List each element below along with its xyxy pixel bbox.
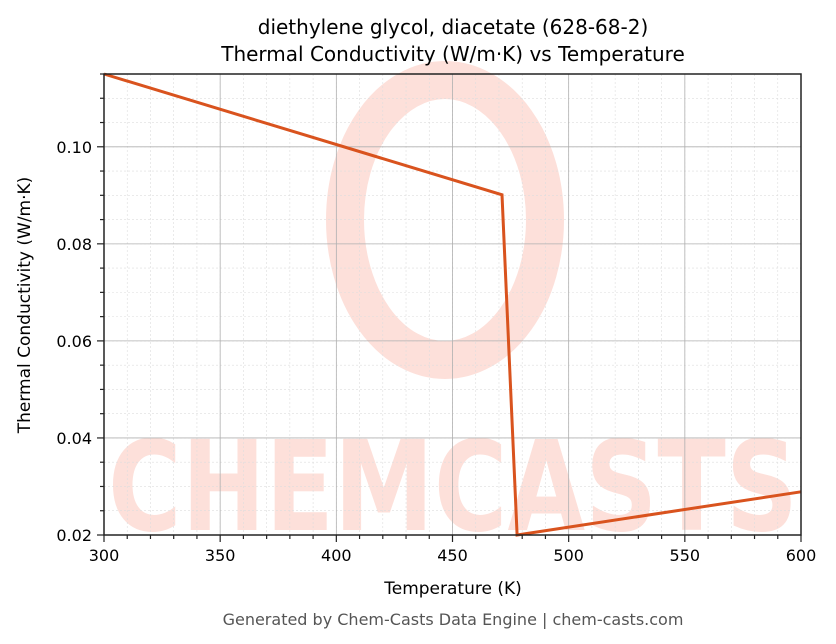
svg-text:0.02: 0.02 bbox=[56, 526, 92, 545]
svg-text:450: 450 bbox=[437, 546, 468, 565]
footer-credit: Generated by Chem-Casts Data Engine | ch… bbox=[223, 610, 684, 629]
chart-title-line2: Thermal Conductivity (W/m·K) vs Temperat… bbox=[220, 42, 685, 66]
svg-text:350: 350 bbox=[205, 546, 236, 565]
chart-title-line1: diethylene glycol, diacetate (628-68-2) bbox=[258, 15, 649, 39]
chemcasts-watermark: CHEMCASTS bbox=[108, 61, 798, 560]
axis-ticks bbox=[97, 73, 802, 542]
svg-text:400: 400 bbox=[321, 546, 352, 565]
y-axis-label: Thermal Conductivity (W/m·K) bbox=[15, 177, 35, 435]
data-line bbox=[103, 72, 802, 537]
svg-text:500: 500 bbox=[553, 546, 584, 565]
svg-text:300: 300 bbox=[89, 546, 120, 565]
svg-text:0.10: 0.10 bbox=[56, 138, 92, 157]
svg-text:0.04: 0.04 bbox=[56, 429, 92, 448]
x-axis-label: Temperature (K) bbox=[383, 579, 522, 599]
svg-text:550: 550 bbox=[670, 546, 701, 565]
svg-text:600: 600 bbox=[786, 546, 817, 565]
svg-text:0.08: 0.08 bbox=[56, 235, 92, 254]
axis-tick-labels: 300 350 400 450 500 550 600 0.02 0.04 0.06 0.08 0.1… bbox=[56, 138, 816, 565]
svg-text:0.06: 0.06 bbox=[56, 332, 92, 351]
